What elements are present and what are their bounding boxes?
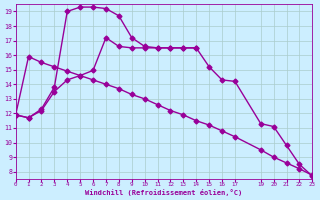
X-axis label: Windchill (Refroidissement éolien,°C): Windchill (Refroidissement éolien,°C) [85, 189, 243, 196]
